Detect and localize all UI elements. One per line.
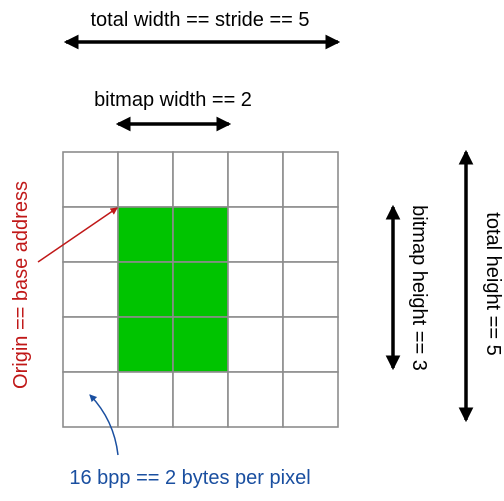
origin-pointer-arrow	[37, 207, 118, 263]
bpp-label: 16 bpp == 2 bytes per pixel	[69, 467, 310, 489]
pixel-cell	[227, 151, 284, 208]
pixel-cell	[62, 206, 119, 263]
pixel-cell	[62, 151, 119, 208]
bpp-pointer-arrow	[89, 394, 119, 456]
total-width-label: total width == stride == 5	[90, 9, 309, 31]
pixel-cell	[227, 371, 284, 428]
pixel-cell	[62, 371, 119, 428]
pixel-cell	[62, 261, 119, 318]
pixel-cell	[117, 151, 174, 208]
pixel-cell	[282, 371, 339, 428]
pixel-cell	[227, 316, 284, 373]
total-height-label: total height == 5	[482, 212, 504, 355]
bitmap-pixel-cell	[117, 206, 174, 263]
pixel-cell	[117, 371, 174, 428]
bitmap-pixel-cell	[117, 316, 174, 373]
bitmap-width-label: bitmap width == 2	[94, 89, 252, 111]
pixel-cell	[282, 316, 339, 373]
origin-label: Origin == base address	[10, 181, 32, 389]
bitmap-pixel-cell	[172, 261, 229, 318]
pixel-cell	[172, 151, 229, 208]
pixel-cell	[227, 261, 284, 318]
bitmap-height-label: bitmap height == 3	[408, 205, 430, 371]
pixel-grid	[62, 151, 339, 428]
pixel-cell	[282, 261, 339, 318]
pixel-cell	[282, 151, 339, 208]
pixel-cell	[227, 206, 284, 263]
pixel-cell	[62, 316, 119, 373]
pixel-cell	[172, 371, 229, 428]
pixel-cell	[282, 206, 339, 263]
bitmap-pixel-cell	[172, 206, 229, 263]
bitmap-pixel-cell	[117, 261, 174, 318]
bitmap-pixel-cell	[172, 316, 229, 373]
